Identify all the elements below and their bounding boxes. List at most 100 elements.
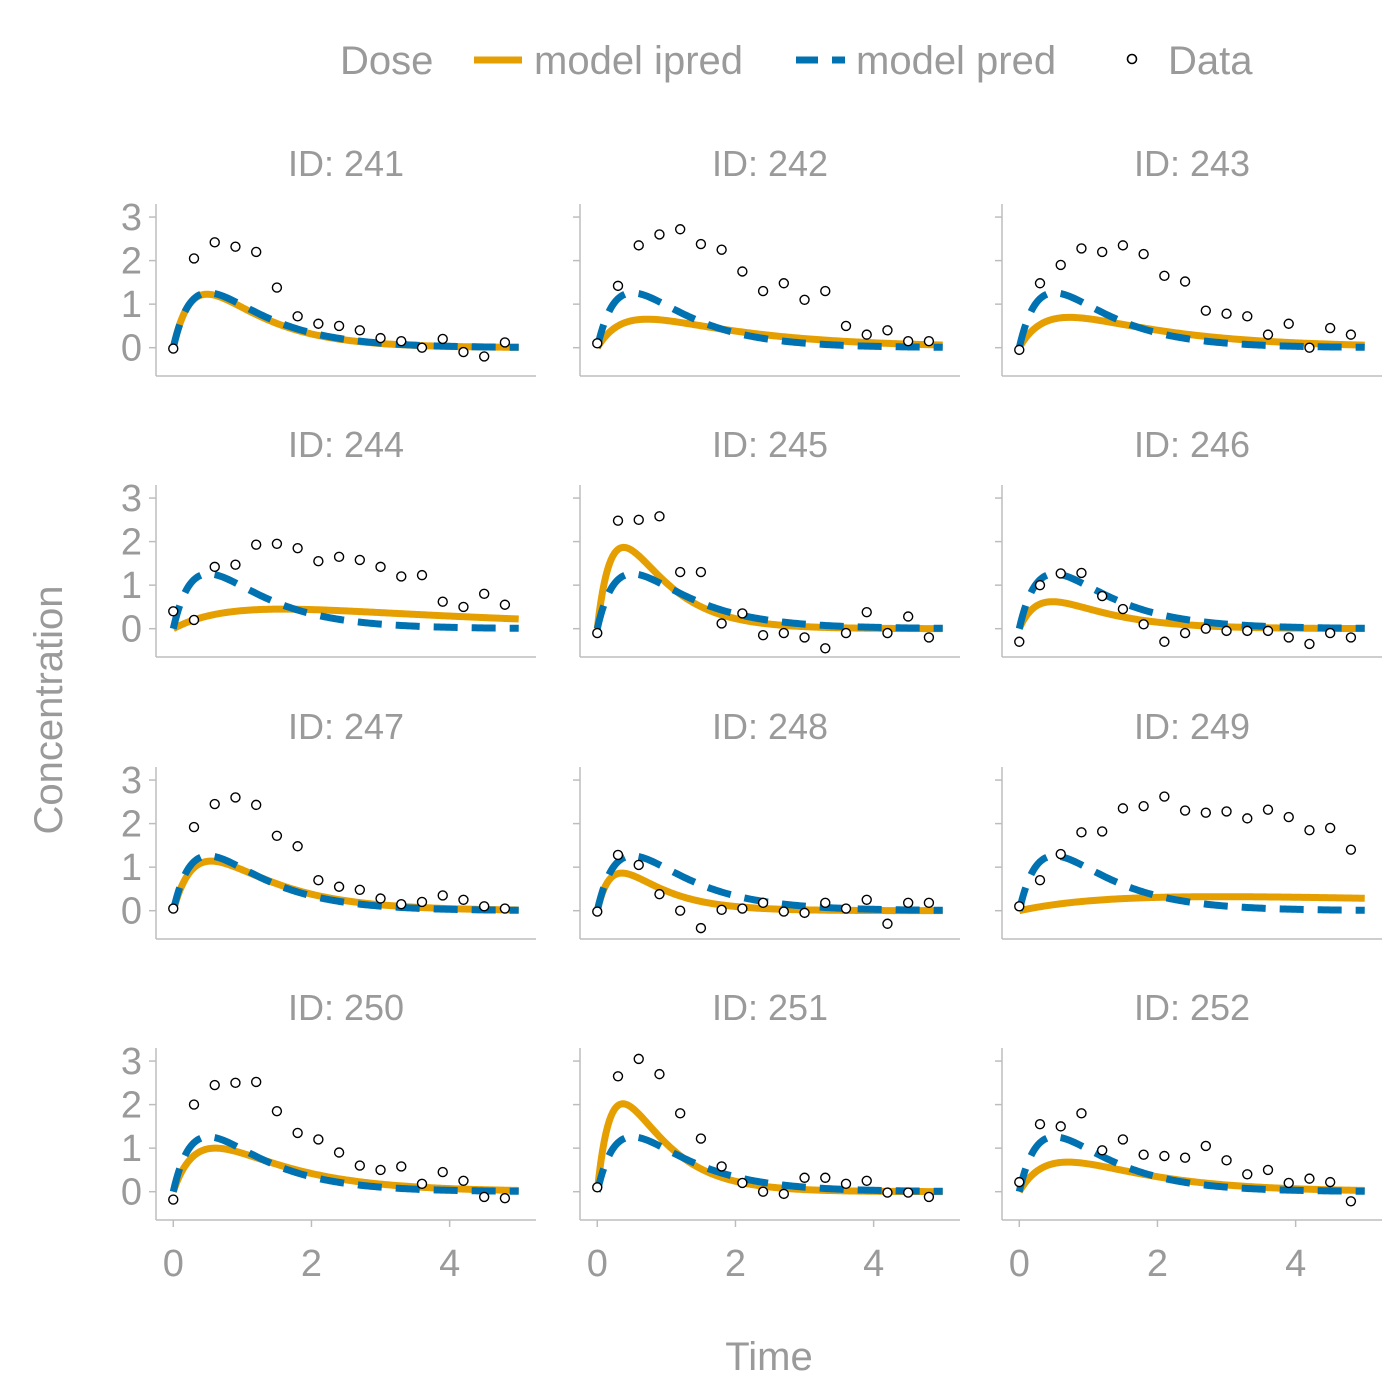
data-point: [168, 343, 179, 354]
data-point: [499, 337, 511, 348]
pred-curve: [593, 852, 943, 914]
data-point: [1014, 901, 1025, 912]
data-point: [695, 566, 707, 578]
data-point: [737, 903, 748, 914]
data-point: [1034, 579, 1046, 591]
panel-title: ID: 252: [1134, 987, 1250, 1028]
data-point: [778, 278, 790, 289]
ipred-curve: [594, 315, 945, 350]
data-point: [292, 841, 303, 852]
data-point: [902, 1187, 914, 1198]
data-point: [923, 335, 935, 347]
data-point: [799, 907, 810, 919]
pred-curve: [1015, 289, 1365, 351]
data-point: [1034, 875, 1046, 886]
data-point: [654, 511, 665, 522]
data-point: [396, 898, 407, 910]
ipred-curve: [593, 543, 945, 633]
data-point: [799, 1172, 810, 1183]
data-point: [271, 830, 283, 841]
data-point: [1179, 805, 1191, 816]
legend-data-label: Data: [1168, 39, 1253, 83]
y-tick-label: 3: [121, 478, 142, 520]
data-point: [313, 1134, 324, 1145]
data-point: [612, 280, 624, 292]
y-tick-label: 2: [121, 522, 142, 564]
y-tick-label: 0: [121, 1172, 142, 1214]
data-point: [1055, 259, 1066, 271]
pred-curve: [1015, 570, 1365, 632]
data-point: [1096, 590, 1108, 602]
data-point: [1014, 344, 1025, 356]
data-point: [1283, 632, 1294, 643]
x-tick-label: 2: [725, 1243, 746, 1285]
data-point: [1304, 1173, 1315, 1184]
data-point: [396, 1161, 407, 1172]
panel-title: ID: 242: [712, 143, 828, 184]
data-point: [861, 606, 872, 618]
pred-curve: [169, 852, 519, 914]
data-point: [737, 266, 748, 277]
data-point: [1324, 627, 1336, 639]
data-point: [1055, 848, 1066, 860]
data-point: [416, 569, 428, 581]
x-tick-label: 4: [439, 1243, 460, 1285]
data-point: [592, 627, 603, 639]
data-point: [250, 1076, 262, 1088]
data-point: [861, 329, 872, 340]
data-point: [1304, 342, 1315, 353]
x-tick-label: 4: [863, 1243, 884, 1285]
data-point: [437, 1166, 448, 1178]
data-point: [313, 318, 324, 329]
data-point: [1283, 811, 1294, 823]
ipred-curve: [593, 1100, 945, 1196]
y-tick-label: 3: [121, 197, 142, 239]
pred-curve: [593, 1133, 943, 1195]
data-point: [923, 1191, 935, 1203]
data-point: [633, 240, 644, 251]
data-point: [271, 1105, 283, 1117]
data-point: [799, 632, 810, 643]
y-tick-label: 2: [121, 804, 142, 846]
data-point: [168, 903, 179, 914]
data-point: [1034, 278, 1046, 289]
data-point: [1117, 803, 1129, 814]
data-point: [354, 554, 366, 566]
data-point: [778, 627, 790, 639]
data-point: [188, 821, 200, 833]
data-point: [861, 894, 872, 906]
panel-title: ID: 245: [712, 424, 828, 465]
data-point: [882, 325, 893, 336]
data-point: [354, 884, 366, 895]
data-point: [250, 246, 262, 258]
data-point: [209, 1079, 220, 1091]
pred-curve: [1015, 1133, 1365, 1195]
data-point: [840, 1178, 852, 1190]
panel-title: ID: 250: [288, 987, 404, 1028]
panel-title: ID: 248: [712, 706, 828, 747]
data-point: [799, 294, 810, 305]
data-point: [292, 1127, 303, 1139]
data-point: [882, 918, 893, 929]
data-point: [250, 799, 262, 811]
data-point: [1076, 1108, 1087, 1119]
data-point: [695, 238, 707, 250]
ipred-curve: [1016, 1158, 1367, 1194]
data-point: [1324, 322, 1336, 334]
data-point: [840, 627, 852, 639]
legend-title: Dose: [340, 39, 433, 83]
data-point: [458, 346, 469, 358]
x-tick-label: 0: [1009, 1243, 1030, 1285]
data-point: [1096, 826, 1108, 837]
data-point: [375, 332, 386, 344]
legend-ipred-label: model ipred: [534, 39, 743, 83]
data-point: [1055, 1121, 1066, 1132]
data-point: [375, 1164, 386, 1176]
data-point: [230, 1077, 241, 1089]
panel-title: ID: 243: [1134, 143, 1250, 184]
data-point: [1159, 1150, 1170, 1162]
